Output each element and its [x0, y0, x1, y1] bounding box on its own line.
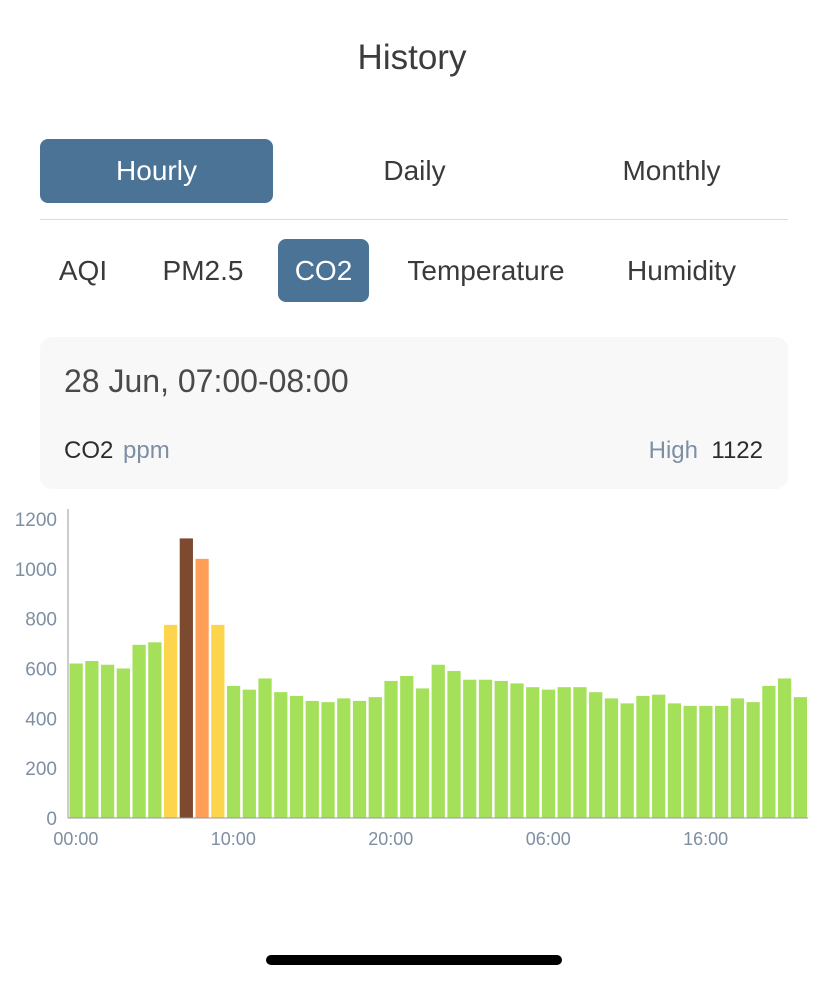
x-axis-ticks: 00:00 10:00 20:00 06:00 16:00: [53, 829, 728, 849]
bar[interactable]: [431, 664, 445, 818]
metric-name: CO2: [64, 437, 114, 464]
bar[interactable]: [589, 692, 603, 818]
bar[interactable]: [793, 697, 807, 818]
bar[interactable]: [478, 679, 493, 818]
y-tick-label: 0: [46, 809, 57, 830]
bar[interactable]: [463, 679, 477, 818]
x-tick-label: 20:00: [368, 829, 413, 849]
bar[interactable]: [163, 624, 178, 818]
bar[interactable]: [683, 705, 697, 818]
bar[interactable]: [384, 680, 398, 818]
selected-period: 28 Jun, 07:00-08:00: [64, 363, 349, 399]
bar[interactable]: [148, 642, 162, 818]
bar[interactable]: [447, 670, 461, 818]
bar[interactable]: [274, 692, 288, 818]
tabs-divider: [40, 219, 788, 220]
x-tick-label: 06:00: [526, 829, 571, 849]
bar[interactable]: [242, 689, 256, 818]
y-tick-label: 600: [25, 659, 57, 680]
page-title: History: [357, 38, 467, 77]
tab-monthly[interactable]: Monthly: [622, 155, 721, 186]
bar[interactable]: [289, 695, 304, 818]
high-value: 1122: [711, 437, 763, 464]
bar[interactable]: [778, 678, 792, 818]
home-indicator[interactable]: [266, 955, 562, 965]
bar[interactable]: [730, 698, 745, 818]
bars: [69, 538, 807, 819]
bar[interactable]: [400, 675, 414, 818]
bar[interactable]: [557, 687, 571, 818]
co2-hourly-bar-chart[interactable]: 0 200 400 600 800 1000 1200 00:00 10:00 20:00 06:…: [0, 500, 824, 860]
bar[interactable]: [494, 680, 508, 818]
bar[interactable]: [179, 538, 193, 818]
bar[interactable]: [667, 703, 682, 818]
y-axis-ticks: 0 200 400 600 800 1000 1200: [15, 510, 57, 830]
tab-hourly[interactable]: Hourly: [40, 139, 273, 203]
bar[interactable]: [85, 661, 99, 818]
bar[interactable]: [604, 698, 619, 818]
bar[interactable]: [636, 695, 650, 818]
x-tick-label: 16:00: [683, 829, 728, 849]
x-tick-label: 10:00: [211, 829, 256, 849]
bar[interactable]: [762, 685, 776, 818]
y-tick-label: 800: [25, 610, 57, 631]
metric-unit: ppm: [123, 437, 170, 464]
bar[interactable]: [195, 558, 209, 818]
y-tick-label: 400: [25, 709, 57, 730]
tab-co2[interactable]: CO2: [278, 239, 369, 302]
bar[interactable]: [321, 702, 335, 818]
tab-temperature[interactable]: Temperature: [407, 255, 565, 286]
bar[interactable]: [620, 703, 634, 818]
period-tabs: Hourly Daily Monthly: [40, 139, 788, 203]
bar[interactable]: [352, 700, 367, 818]
x-tick-label: 00:00: [53, 829, 98, 849]
bar[interactable]: [211, 624, 225, 818]
tab-pm25[interactable]: PM2.5: [162, 255, 244, 286]
bar[interactable]: [541, 689, 556, 818]
y-tick-label: 200: [25, 759, 57, 780]
bar[interactable]: [132, 644, 146, 818]
bar[interactable]: [337, 698, 351, 818]
selection-info-card: 28 Jun, 07:00-08:00 CO2 ppm High 1122: [40, 337, 788, 489]
bar[interactable]: [715, 705, 729, 818]
bar[interactable]: [305, 700, 319, 818]
bar[interactable]: [573, 687, 587, 818]
bar[interactable]: [746, 702, 760, 818]
bar[interactable]: [415, 688, 430, 818]
bar[interactable]: [116, 668, 130, 818]
bar[interactable]: [100, 664, 115, 818]
y-tick-label: 1200: [15, 510, 57, 531]
bar[interactable]: [69, 663, 83, 819]
high-label: High: [648, 437, 698, 464]
tab-aqi[interactable]: AQI: [58, 255, 108, 286]
y-tick-label: 1000: [15, 560, 57, 581]
tab-humidity[interactable]: Humidity: [627, 255, 736, 286]
bar[interactable]: [226, 685, 241, 818]
bar[interactable]: [258, 678, 272, 818]
tab-daily[interactable]: Daily: [383, 155, 446, 186]
bar[interactable]: [526, 687, 540, 818]
bar[interactable]: [368, 697, 382, 818]
bar[interactable]: [699, 705, 713, 818]
bar[interactable]: [510, 683, 524, 818]
bar[interactable]: [652, 694, 666, 818]
